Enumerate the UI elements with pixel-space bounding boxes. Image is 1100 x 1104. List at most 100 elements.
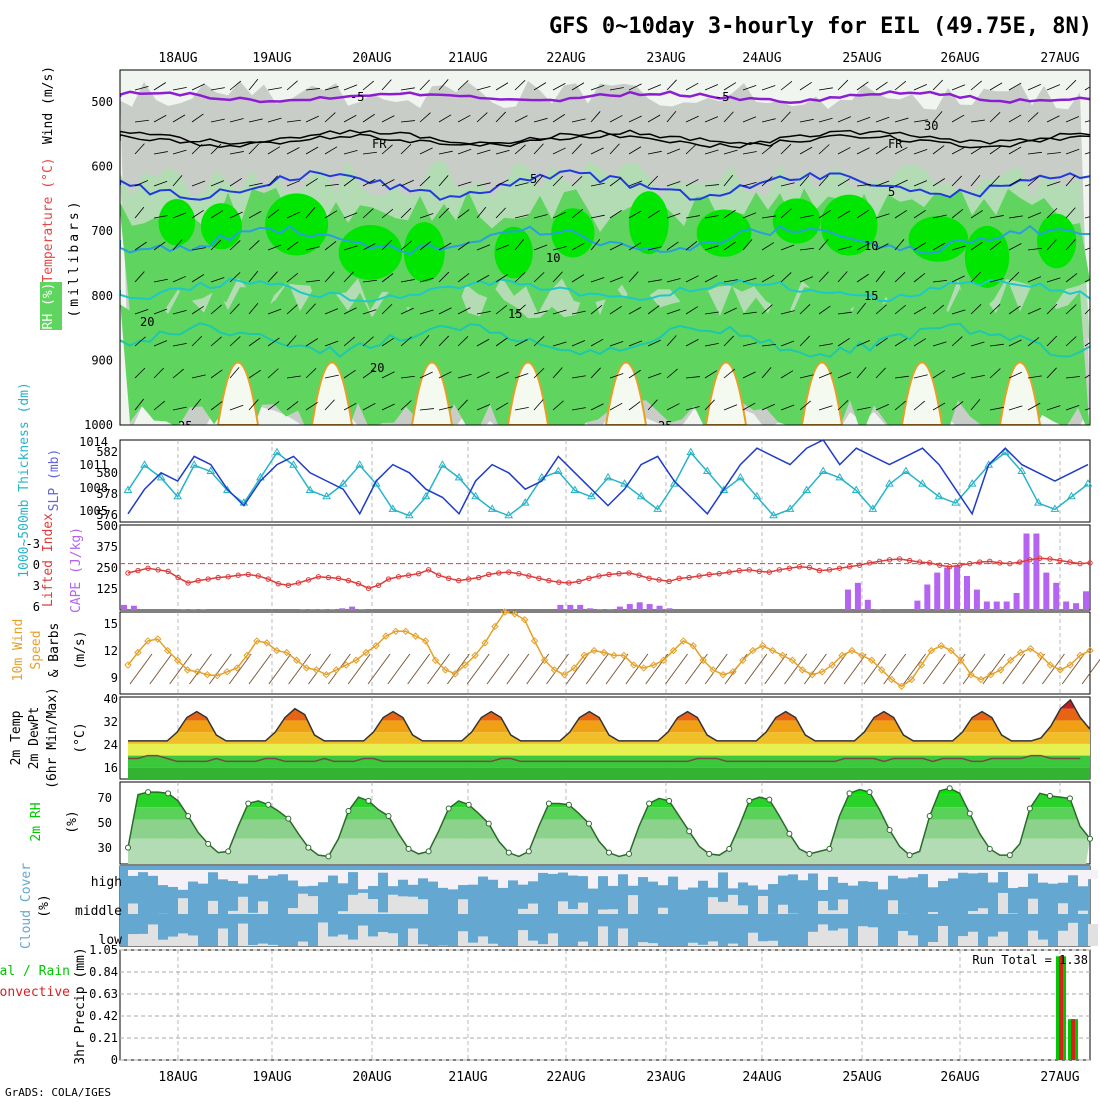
cloud-middle-block <box>818 901 828 914</box>
rh-marker <box>226 849 231 854</box>
cloud-low-block <box>218 928 228 946</box>
cloud-middle-block <box>1028 899 1038 914</box>
run-total-text: Run Total = 1.38 <box>972 953 1088 967</box>
cloud-low-block <box>538 944 548 946</box>
cloud-high-gap <box>458 870 468 885</box>
precip-tick: 0.42 <box>89 1009 118 1023</box>
cloud-high-gap <box>938 870 948 881</box>
cloud-middle-block <box>368 899 378 914</box>
cloud-high-gap <box>978 870 988 873</box>
rh-unit: (%) <box>65 810 80 833</box>
rh-tick: 30 <box>98 841 112 855</box>
cloud-middle-block <box>388 895 398 914</box>
upper-label-temperature: Temperature (°C) <box>41 157 56 282</box>
cloud-high-gap <box>578 870 588 876</box>
cloud-level-label: high <box>91 875 122 890</box>
upper-ytick: 500 <box>91 95 113 109</box>
contour-label: 15 <box>864 289 878 303</box>
cloud-low-block <box>908 935 918 946</box>
rh-marker <box>787 831 792 836</box>
cloud-high-gap <box>948 870 958 878</box>
cloud-middle-block <box>578 903 588 914</box>
cloud-middle-block <box>238 897 248 914</box>
cloud-high-gap <box>378 870 388 873</box>
cloud-middle-block <box>738 905 748 914</box>
cloud-high-gap <box>318 870 328 882</box>
rh-marker <box>546 801 551 806</box>
cloud-high-gap <box>308 870 318 886</box>
cape-bar <box>607 609 613 610</box>
bottom-day-label: 24AUG <box>742 1070 781 1085</box>
cloud-high-gap <box>278 870 288 874</box>
top-day-label: 25AUG <box>842 51 881 66</box>
cloud-high-gap <box>698 870 708 881</box>
upper-label-rh: RH (%) <box>41 283 56 330</box>
rh-blob <box>629 191 669 254</box>
rh-marker <box>627 851 632 856</box>
cloud-low-block <box>698 945 708 946</box>
cloud-low-block <box>378 932 388 946</box>
cloud-high-gap <box>1028 870 1038 874</box>
rh-marker <box>687 829 692 834</box>
cape-bar <box>865 600 871 610</box>
cloud-middle-block <box>208 901 218 914</box>
cloud-high-gap <box>448 870 458 889</box>
cape-bar <box>1023 534 1029 611</box>
cloud-low-block <box>408 929 418 946</box>
cloud-middle-block <box>258 901 268 914</box>
top-day-label: 21AUG <box>448 51 487 66</box>
cloud-high-gap <box>268 870 278 876</box>
rh-tick: 70 <box>98 791 112 805</box>
cloud-high-gap <box>568 870 578 876</box>
rh-marker <box>346 809 351 814</box>
cloud-high-gap <box>818 870 828 890</box>
top-day-label: 24AUG <box>742 51 781 66</box>
cloud-middle-block <box>978 908 988 914</box>
cloud-middle-block <box>228 911 238 914</box>
top-day-label: 19AUG <box>252 51 291 66</box>
cloud-high-gap <box>328 870 338 876</box>
wind-label-2: Speed <box>29 630 44 669</box>
rh-blob <box>339 225 402 280</box>
cloud-high-gap <box>748 870 758 885</box>
cape-tick: 125 <box>96 582 118 596</box>
rh-marker <box>767 797 772 802</box>
precip-tick: 0.84 <box>89 965 118 979</box>
upper-ytick: 600 <box>91 160 113 174</box>
temp-label-2: 2m DewPt <box>27 707 42 770</box>
cape-bar <box>934 573 940 610</box>
precip-label: 3hr Precip (mm) <box>73 947 88 1064</box>
cloud-label: Cloud Cover <box>19 863 34 949</box>
cape-bar <box>1043 573 1049 610</box>
cloud-middle-block <box>628 895 638 914</box>
cloud-middle-block <box>408 897 418 914</box>
cape-bar <box>190 609 196 610</box>
upper-label-wind: Wind (m/s) <box>41 66 56 144</box>
cloud-high-gap <box>768 870 778 884</box>
rh-marker <box>1088 836 1093 841</box>
li-tick: 0 <box>33 558 40 572</box>
bottom-day-label: 19AUG <box>252 1070 291 1085</box>
cloud-low-block <box>898 931 908 946</box>
cloud-high-gap <box>358 870 368 889</box>
cloud-low-block <box>928 942 938 946</box>
cloud-low-block <box>338 935 348 946</box>
top-day-label: 22AUG <box>546 51 585 66</box>
cloud-low-block <box>388 933 398 946</box>
cloud-low-block <box>328 936 338 946</box>
rh-marker <box>647 801 652 806</box>
cloud-middle-block <box>348 895 358 914</box>
cloud-high-gap <box>1068 870 1078 875</box>
cloud-high-gap <box>838 870 848 883</box>
cloud-middle-block <box>718 902 728 914</box>
cloud-high-gap <box>868 870 878 882</box>
cloud-low-block <box>638 942 648 946</box>
rh-marker <box>1047 793 1052 798</box>
rh-marker <box>386 814 391 819</box>
cloud-high-gap <box>418 870 428 878</box>
cloud-high-gap <box>608 870 618 886</box>
bottom-day-label: 26AUG <box>940 1070 979 1085</box>
top-day-label: 23AUG <box>646 51 685 66</box>
cloud-low-block <box>1088 924 1098 946</box>
cloud-middle-block <box>338 911 348 914</box>
